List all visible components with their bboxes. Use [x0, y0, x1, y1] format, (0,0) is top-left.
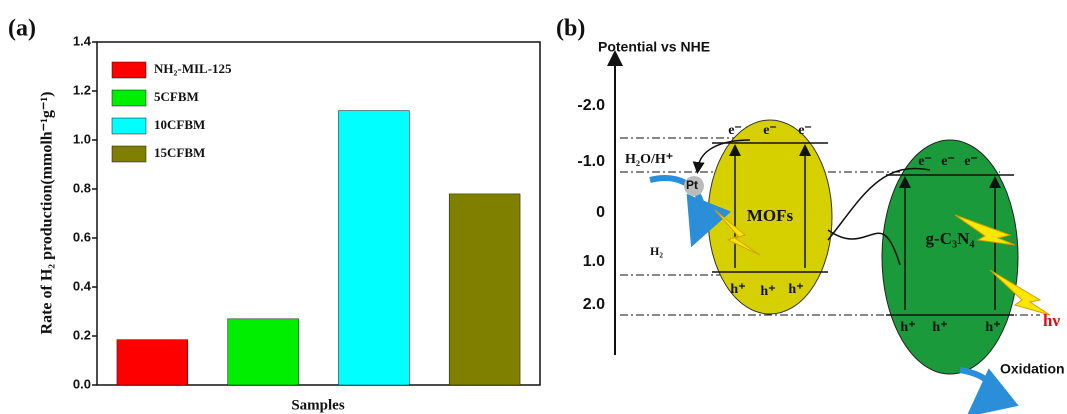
potential-label: 1.0: [583, 253, 605, 270]
label: H₂: [650, 244, 663, 258]
y-tick-label: 0.8: [73, 180, 91, 195]
legend-swatch: [112, 90, 146, 106]
label: H₂O/H⁺: [625, 152, 673, 167]
electron: e⁻: [964, 154, 978, 169]
bar-chart: (a) Samples Rate of H₂ production(mmolh⁻…: [8, 16, 540, 414]
panel-label: (a): [8, 16, 36, 42]
electron: e⁻: [918, 154, 932, 169]
legend-label: 5CFBM: [154, 89, 199, 104]
potential-label: 2.0: [583, 296, 605, 313]
y-tick-label: 1.2: [73, 82, 91, 97]
bar: [449, 194, 520, 385]
label: MOFs: [747, 206, 794, 225]
axis-title: Potential vs NHE: [598, 39, 710, 55]
legend-label: NH₂-MIL-125: [154, 61, 232, 76]
hole: h⁺: [788, 282, 803, 297]
figure: (a) Samples Rate of H₂ production(mmolh⁻…: [0, 0, 1067, 414]
label: Pt: [686, 178, 698, 192]
panel-label: (b): [556, 16, 585, 42]
oxidation-arrow: [960, 370, 992, 402]
label: hν: [1043, 311, 1060, 330]
legend-swatch: [112, 118, 146, 134]
y-tick-label: 1.4: [73, 33, 92, 48]
legend-label: 15CFBM: [154, 145, 205, 160]
y-axis-label: Rate of H₂ production(mmolh⁻¹g⁻¹): [39, 92, 56, 335]
hole: h⁺: [760, 284, 775, 299]
potential-label: 0: [596, 204, 605, 221]
bar: [228, 319, 299, 385]
y-tick-label: 0.6: [73, 229, 91, 244]
bar: [117, 340, 188, 385]
electron: e⁻: [941, 154, 955, 169]
electron: e⁻: [798, 123, 812, 138]
y-tick-label: 0.0: [73, 376, 91, 391]
bar: [338, 111, 409, 385]
legend-label: 10CFBM: [154, 117, 205, 132]
y-tick-label: 0.2: [73, 327, 91, 342]
legend-swatch: [112, 146, 146, 162]
legend-swatch: [112, 62, 146, 78]
label: g-C₃N₄: [926, 229, 975, 248]
label: Oxidation: [1000, 361, 1065, 377]
hole: h⁺: [900, 320, 915, 335]
y-tick-label: 0.4: [73, 278, 92, 293]
band-diagram: (b) Potential vs NHE -2.0 -1.0 0 1.0 2.0…: [556, 16, 1065, 403]
electron: e⁻: [763, 123, 777, 138]
electron: e⁻: [728, 123, 742, 138]
x-axis-label: Samples: [291, 397, 345, 413]
hole: h⁺: [932, 320, 947, 335]
y-tick-label: 1.0: [73, 131, 91, 146]
potential-label: -2.0: [577, 97, 605, 114]
hole: h⁺: [985, 320, 1000, 335]
potential-label: -1.0: [577, 153, 605, 170]
hole: h⁺: [730, 282, 745, 297]
